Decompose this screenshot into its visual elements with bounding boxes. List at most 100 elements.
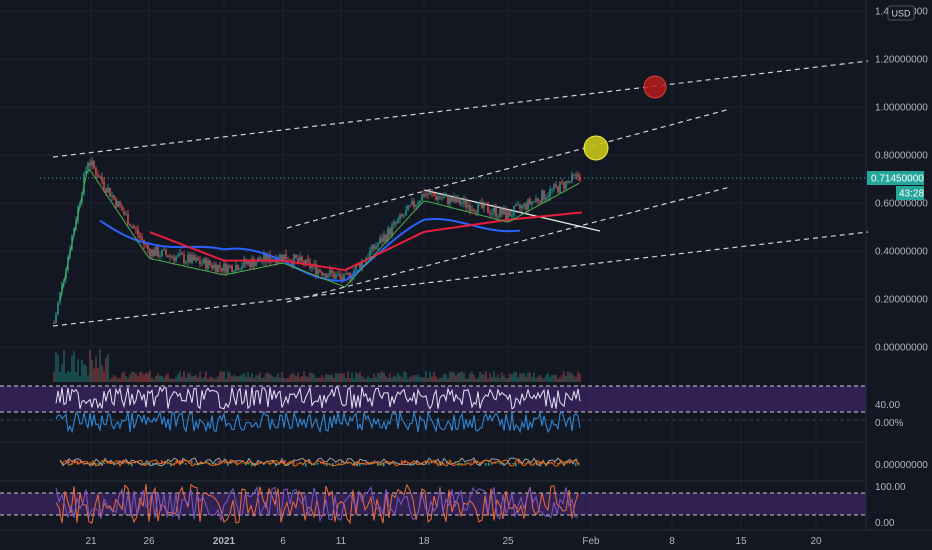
- candle-body: [355, 264, 357, 271]
- macd-hist-bar: [341, 461, 343, 464]
- candle-body: [145, 244, 147, 246]
- volume-bar: [523, 372, 525, 382]
- candle-body: [467, 205, 469, 208]
- candle-body: [255, 262, 257, 267]
- volume-bar: [111, 377, 113, 382]
- volume-bar: [261, 378, 263, 382]
- candle-body: [543, 190, 545, 200]
- volume-bar: [305, 376, 307, 382]
- candle-body: [241, 266, 243, 270]
- candle-body: [317, 269, 319, 275]
- volume-bar: [491, 376, 493, 382]
- volume-bar: [233, 374, 235, 382]
- volume-bar: [553, 374, 555, 382]
- volume-bar: [487, 378, 489, 382]
- macd-hist-bar: [347, 463, 349, 464]
- currency-button[interactable]: [887, 5, 915, 21]
- macd-hist-bar: [359, 463, 361, 467]
- macd-signal-line[interactable]: [59, 459, 580, 467]
- candle-body: [561, 181, 563, 183]
- ma-red-line[interactable]: [149, 211, 583, 272]
- candle-body: [503, 209, 505, 215]
- volume-bar: [481, 374, 483, 382]
- macd-hist-bar: [548, 460, 550, 464]
- candle-body: [131, 226, 133, 228]
- macd-hist-bar: [539, 461, 541, 464]
- macd-hist-bar: [305, 463, 307, 467]
- macd-hist-bar: [479, 463, 481, 466]
- volume-bar: [55, 352, 57, 382]
- candle-body: [493, 207, 495, 213]
- rsi-level-label: 40.00: [875, 400, 900, 411]
- volume-bar: [347, 371, 349, 382]
- macd-hist-bar: [284, 460, 286, 464]
- volume-bar: [419, 376, 421, 382]
- ma-green-line[interactable]: [59, 169, 580, 302]
- target-marker-red[interactable]: [643, 75, 667, 99]
- candle-body: [81, 194, 83, 203]
- candle-body: [219, 265, 221, 268]
- volume-bar: [133, 371, 135, 382]
- candle-body: [153, 249, 155, 256]
- target-marker-yellow[interactable]: [583, 135, 609, 161]
- volume-bar: [119, 378, 121, 382]
- macd-hist-bar: [89, 462, 91, 464]
- volume-bar: [285, 378, 287, 382]
- channel-top-line[interactable]: [52, 60, 869, 158]
- volume-bar: [451, 371, 453, 382]
- volume-bar: [355, 372, 357, 382]
- volume-bar: [131, 371, 133, 382]
- candle-body: [121, 206, 123, 211]
- candle-body: [105, 188, 107, 193]
- candle-body: [413, 201, 415, 207]
- volume-bar: [545, 374, 547, 382]
- time-axis[interactable]: 21 26 2021 6 11 18 25 Feb 8 15 20: [85, 536, 822, 547]
- price-tick-label: 0.20000000: [875, 295, 928, 306]
- volume-bar: [533, 372, 535, 382]
- candle-body: [529, 199, 531, 205]
- volume-bar: [493, 371, 495, 382]
- stoch-d-line[interactable]: [55, 485, 579, 523]
- candle-body: [457, 197, 459, 203]
- time-tick-label: 11: [336, 536, 347, 547]
- candle-body: [329, 269, 331, 276]
- volume-bar: [53, 371, 55, 382]
- candle-body: [395, 221, 397, 224]
- volume-bar: [405, 372, 407, 382]
- macd-hist-bar: [437, 462, 439, 464]
- candle-body: [307, 259, 309, 262]
- volume-bar: [433, 372, 435, 382]
- volume-bar: [399, 375, 401, 382]
- candle-body: [299, 256, 301, 262]
- macd-hist-bar: [449, 463, 451, 464]
- macd-line[interactable]: [59, 457, 580, 467]
- volume-bar: [107, 354, 109, 382]
- candle-body: [451, 197, 453, 202]
- volume-bar: [397, 372, 399, 382]
- price-tick-label: 1.20000000: [875, 55, 928, 66]
- rsi-line[interactable]: [55, 385, 581, 410]
- volume-bar: [251, 373, 253, 382]
- candle-body: [159, 255, 161, 257]
- candle-body: [161, 249, 163, 256]
- macd-hist-bar: [224, 462, 226, 464]
- candle-body: [421, 194, 423, 201]
- candle-body: [461, 203, 463, 205]
- volume-bar: [557, 378, 559, 382]
- macd-hist-bar: [536, 463, 538, 466]
- channel-bottom-line[interactable]: [52, 231, 869, 327]
- channel-upper-mid-line[interactable]: [286, 108, 731, 229]
- ma-blue-line[interactable]: [99, 218, 521, 282]
- macd-hist-bar: [329, 463, 331, 464]
- channel-lower-mid-line[interactable]: [286, 186, 731, 303]
- macd-hist-bar: [68, 460, 70, 464]
- candle-body: [443, 196, 445, 199]
- macd-hist-bar: [161, 460, 163, 464]
- volume-bar: [577, 371, 579, 382]
- candle-body: [535, 198, 537, 201]
- macd-hist-bar: [317, 463, 319, 465]
- volume-bar: [315, 378, 317, 382]
- percent-oscillator-line[interactable]: [55, 410, 581, 434]
- volume-bar: [353, 378, 355, 382]
